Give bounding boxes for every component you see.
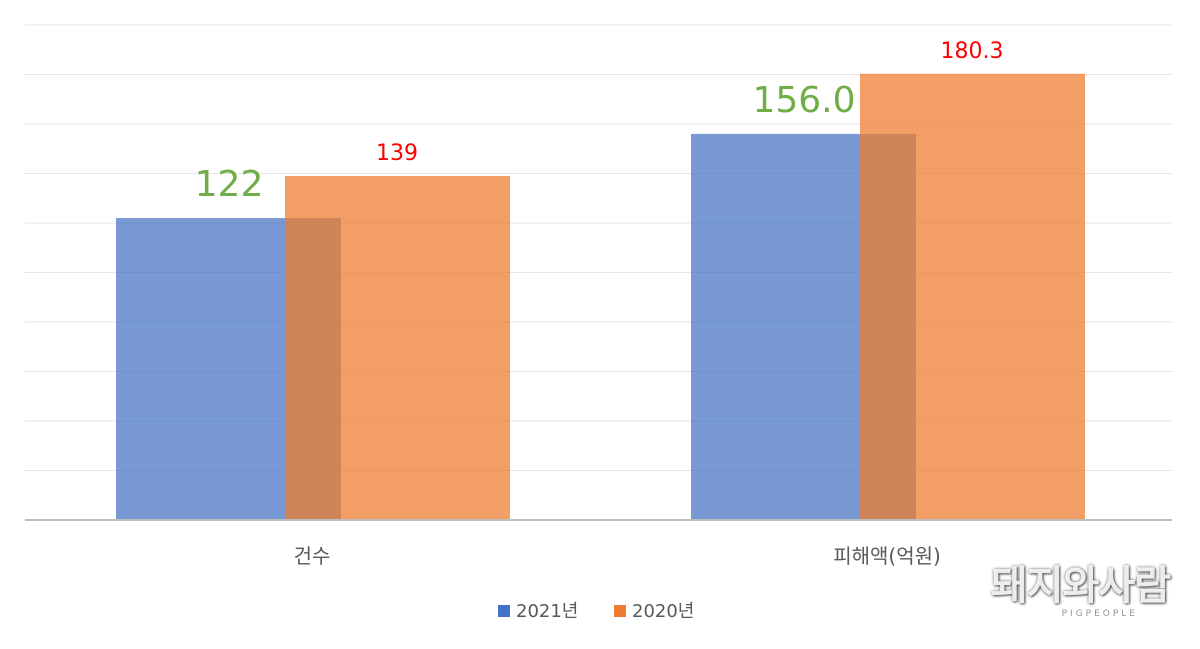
watermark-logo: 돼지와사람	[991, 563, 1171, 609]
legend: 2021년 2020년	[498, 601, 694, 622]
data-label-1-1: 180.3	[941, 39, 1004, 64]
data-label-0-1: 156.0	[752, 80, 855, 121]
data-labels: 122 139 156.0 180.3	[195, 39, 1004, 205]
bar-1-0	[285, 175, 510, 520]
bars	[116, 73, 1085, 521]
category-label: 피해액(억원)	[833, 544, 941, 568]
bar-1-1	[860, 73, 1085, 520]
legend-swatch-0	[498, 605, 510, 617]
legend-label-0: 2021년	[516, 601, 578, 622]
watermark-subtext: PIGPEOPLE	[1061, 609, 1138, 619]
legend-label-1: 2020년	[632, 601, 694, 622]
legend-swatch-1	[614, 605, 626, 617]
data-label-0-0: 122	[195, 164, 264, 205]
category-label: 건수	[294, 544, 331, 568]
data-label-1-0: 139	[376, 141, 418, 166]
category-labels: 건수 피해액(억원)	[294, 544, 941, 568]
